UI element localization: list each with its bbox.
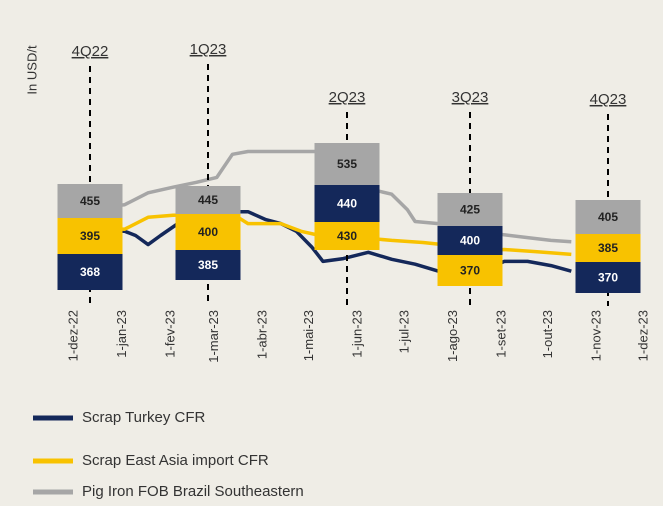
label-box <box>314 185 380 222</box>
box-value: 430 <box>337 229 357 243</box>
x-tick-label: 1-jul-23 <box>397 310 412 353</box>
quarter-label: 3Q23 <box>452 89 489 106</box>
x-tick-label: 1-dez-22 <box>65 310 80 361</box>
x-tick-label: 1-jan-23 <box>114 310 129 358</box>
box-value: 400 <box>460 234 480 248</box>
legend-label: Scrap East Asia import CFR <box>82 452 269 469</box>
x-tick-label: 1-fev-23 <box>162 310 177 358</box>
box-value: 368 <box>80 265 100 279</box>
x-tick-label: 1-mar-23 <box>206 310 221 363</box>
label-box <box>575 234 641 262</box>
quarter-label: 4Q22 <box>72 43 109 60</box>
x-tick-label: 1-set-23 <box>493 310 508 358</box>
box-value: 445 <box>198 193 218 207</box>
box-value: 535 <box>337 157 357 171</box>
label-box <box>175 186 241 214</box>
label-box <box>57 254 123 290</box>
label-box <box>575 200 641 234</box>
label-box <box>314 143 380 185</box>
box-value: 395 <box>80 229 100 243</box>
x-tick-label: 1-abr-23 <box>254 310 269 359</box>
box-value: 405 <box>598 210 618 224</box>
box-value: 425 <box>460 203 480 217</box>
x-tick-label: 1-jun-23 <box>350 310 365 358</box>
x-tick-label: 1-ago-23 <box>445 310 460 362</box>
box-value: 400 <box>198 225 218 239</box>
box-value: 385 <box>598 241 618 255</box>
x-tick-label: 1-dez-23 <box>635 310 650 361</box>
box-value: 440 <box>337 197 357 211</box>
label-box <box>175 214 241 250</box>
label-box <box>437 193 503 226</box>
box-value: 455 <box>80 194 100 208</box>
box-value: 370 <box>598 271 618 285</box>
x-tick-label: 1-out-23 <box>540 310 555 358</box>
label-box <box>575 262 641 293</box>
box-value: 370 <box>460 264 480 278</box>
x-tick-label: 1-mai-23 <box>301 310 316 361</box>
label-box <box>437 226 503 255</box>
label-box <box>57 184 123 218</box>
y-axis-label: In USD/t <box>24 45 39 95</box>
quarter-label: 4Q23 <box>590 91 627 108</box>
legend-label: Pig Iron FOB Brazil Southeastern <box>82 483 304 500</box>
legend-label: Scrap Turkey CFR <box>82 409 206 426</box>
quarter-label: 1Q23 <box>190 41 227 58</box>
label-box <box>175 250 241 280</box>
label-box <box>437 255 503 286</box>
label-box <box>314 222 380 250</box>
label-box <box>57 218 123 254</box>
quarter-label: 2Q23 <box>329 89 366 106</box>
x-tick-label: 1-nov-23 <box>589 310 604 361</box>
box-value: 385 <box>198 258 218 272</box>
